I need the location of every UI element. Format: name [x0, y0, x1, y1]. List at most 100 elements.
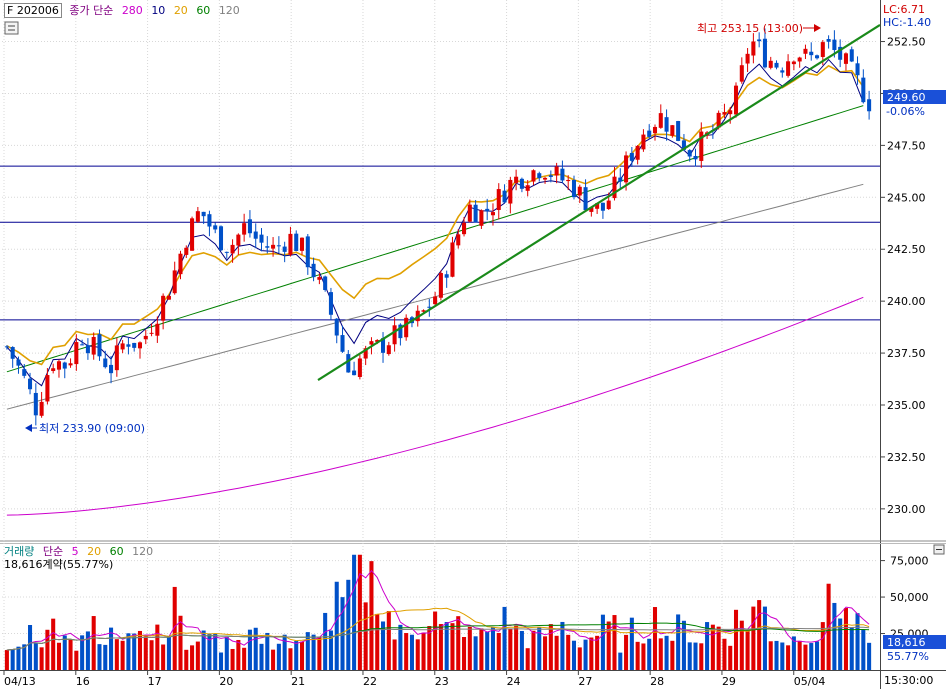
- volume-bar: [172, 586, 177, 670]
- candle-body: [502, 190, 507, 203]
- candle-body: [62, 362, 67, 369]
- volume-bar: [780, 642, 785, 670]
- volume-bar: [606, 621, 611, 670]
- candle-body: [780, 70, 785, 73]
- candle-body: [16, 359, 21, 366]
- candle-body: [566, 179, 571, 182]
- volume-bar: [710, 624, 715, 670]
- candle-body: [716, 112, 721, 128]
- candle-body: [184, 247, 189, 255]
- candle-body: [427, 306, 432, 308]
- high-arrow-head: [814, 24, 821, 32]
- low-annotation-label: 최저 233.90 (09:00): [39, 422, 145, 435]
- candle-body: [132, 342, 137, 348]
- volume-bar: [207, 633, 212, 670]
- volume-bar: [571, 640, 577, 670]
- candle-body: [728, 110, 733, 115]
- current-change: -0.06%: [886, 105, 925, 118]
- time-axis: 04/13 16 17 20 21 22 23 24 27 28 29 05/04: [3, 670, 825, 688]
- volume-ma-period-20: 20: [87, 545, 102, 558]
- candle-body: [276, 245, 281, 247]
- candle-body: [68, 363, 73, 366]
- candle-body: [91, 336, 96, 355]
- volume-bar: [178, 615, 183, 670]
- volume-bar: [693, 642, 698, 670]
- price-grid: [2, 0, 878, 670]
- price-panel-menu-button[interactable]: [4, 21, 19, 35]
- candle-body: [213, 225, 218, 230]
- candle-body: [583, 187, 588, 211]
- candle-body: [641, 134, 646, 150]
- volume-bar: [450, 623, 455, 670]
- volume-bar: [624, 634, 629, 670]
- candle-body: [629, 152, 634, 161]
- candle-body: [4, 346, 9, 348]
- candle-body: [56, 361, 61, 370]
- candle-body: [28, 378, 33, 390]
- volume-bar: [161, 644, 166, 670]
- volume-bar: [28, 625, 33, 670]
- volume-bar: [328, 630, 333, 670]
- volume-bar: [149, 640, 154, 670]
- volume-bar: [843, 608, 848, 670]
- candle-body: [242, 223, 247, 235]
- volume-ma-period-5: 5: [71, 545, 79, 558]
- candle-body: [120, 343, 125, 350]
- volume-bar: [33, 642, 38, 670]
- candle-body: [838, 46, 843, 60]
- volume-bar: [438, 624, 443, 670]
- volume-bar: [786, 645, 791, 670]
- candle-body: [39, 401, 44, 416]
- candle-body: [126, 344, 131, 347]
- candle-body: [178, 253, 183, 275]
- volume-bar: [80, 635, 85, 670]
- candle-body: [137, 342, 143, 349]
- volume-bar: [103, 644, 108, 670]
- volume-bar: [224, 636, 229, 670]
- candle-body: [10, 347, 15, 359]
- volume-bar: [213, 633, 218, 670]
- volume-bar: [641, 643, 646, 670]
- candle-body: [803, 48, 808, 54]
- candle-body: [357, 358, 362, 377]
- candle-body: [381, 338, 386, 353]
- volume-bar: [259, 643, 264, 670]
- volume-bar: [68, 639, 73, 670]
- volume-bar: [39, 647, 44, 670]
- volume-bar: [352, 554, 357, 670]
- candle-body: [299, 237, 305, 251]
- volume-bar: [774, 640, 779, 670]
- volume-bar: [294, 641, 299, 670]
- candle-body: [751, 41, 756, 56]
- symbol-label: F 202006: [4, 3, 62, 18]
- volume-bar: [762, 606, 767, 670]
- volume-info: 18,616계약(55.77%): [4, 558, 114, 571]
- volume-bar: [791, 636, 796, 670]
- ma-line-280: [6, 296, 864, 516]
- volume-bar: [699, 643, 704, 670]
- candle-body: [340, 335, 345, 352]
- moving-average-lines: [6, 58, 864, 516]
- ma-type-label: 종가 단순: [69, 4, 114, 17]
- candle-body: [479, 210, 484, 226]
- current-price: 249.60: [887, 91, 926, 104]
- candle-body: [473, 204, 478, 223]
- candle-body: [757, 39, 762, 42]
- candle-body: [334, 318, 339, 336]
- time-tick-label: 17: [148, 675, 162, 688]
- volume-bar: [519, 630, 524, 670]
- volume-bar: [276, 643, 281, 670]
- volume-bar: [612, 615, 617, 670]
- volume-bar: [664, 635, 669, 670]
- trendline-group: [317, 23, 881, 382]
- candle-body: [791, 61, 796, 65]
- candle-body: [624, 155, 629, 183]
- volume-bar: [867, 642, 872, 670]
- candle-body: [739, 65, 744, 82]
- candle-body: [259, 234, 264, 243]
- volume-bar: [184, 649, 189, 670]
- volume-bar: [531, 630, 536, 670]
- volume-bar: [554, 635, 559, 670]
